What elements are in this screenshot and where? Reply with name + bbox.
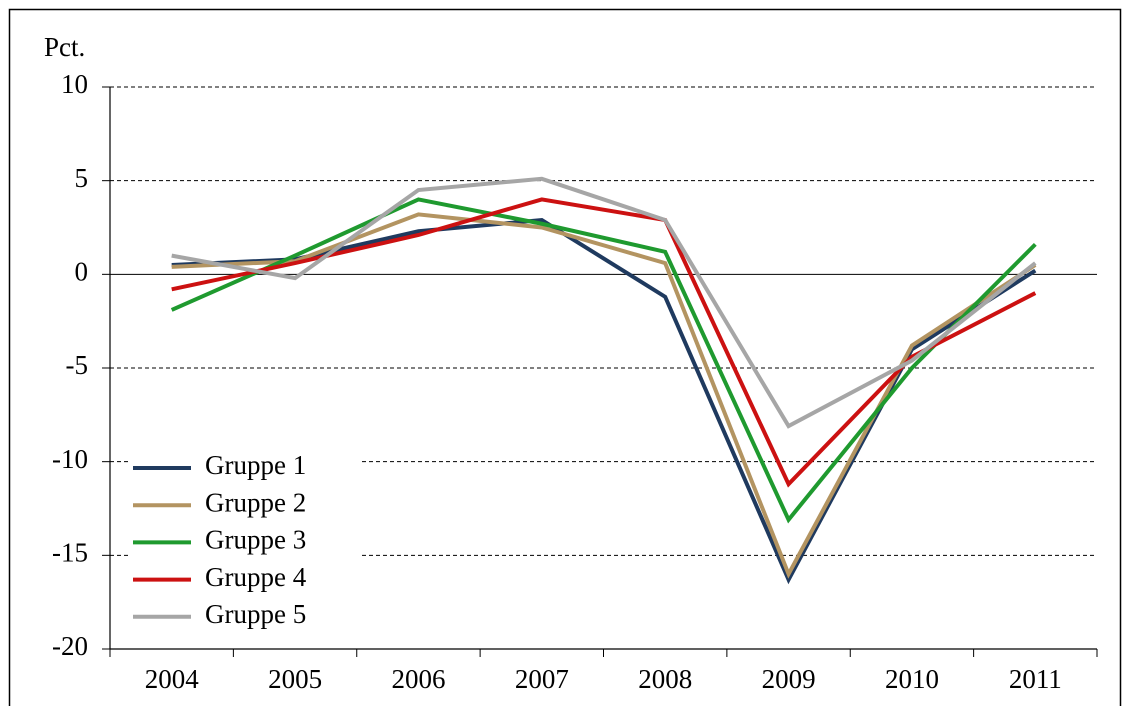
x-tick-label: 2006 [391, 664, 445, 694]
series-line [170, 197, 1037, 524]
y-axis-label: Pct. [44, 32, 85, 62]
x-tick-label: 2004 [145, 664, 200, 694]
x-tick-label: 2005 [268, 664, 322, 694]
series-line [171, 176, 1037, 429]
legend-label: Gruppe 4 [205, 562, 307, 592]
series-line [171, 212, 1037, 579]
x-tick-label: 2011 [1009, 664, 1062, 694]
x-tick-label: 2008 [638, 664, 692, 694]
y-tick-label: -20 [52, 631, 88, 661]
y-tick-label: 0 [75, 257, 89, 287]
legend-label: Gruppe 1 [205, 450, 306, 480]
y-tick-label: 10 [61, 69, 88, 99]
legend-label: Gruppe 3 [205, 525, 306, 555]
y-tick-label: -15 [52, 538, 88, 568]
legend-label: Gruppe 5 [205, 599, 306, 629]
legend-label: Gruppe 2 [205, 487, 306, 517]
y-tick-label: -10 [52, 444, 88, 474]
y-tick-label: -5 [66, 350, 89, 380]
chart-frame [8, 8, 1122, 706]
series-line [171, 197, 1037, 488]
x-tick-label: 2009 [762, 664, 816, 694]
x-tick-label: 2010 [885, 664, 939, 694]
x-tick-label: 2007 [515, 664, 569, 694]
y-tick-label: 5 [75, 163, 89, 193]
